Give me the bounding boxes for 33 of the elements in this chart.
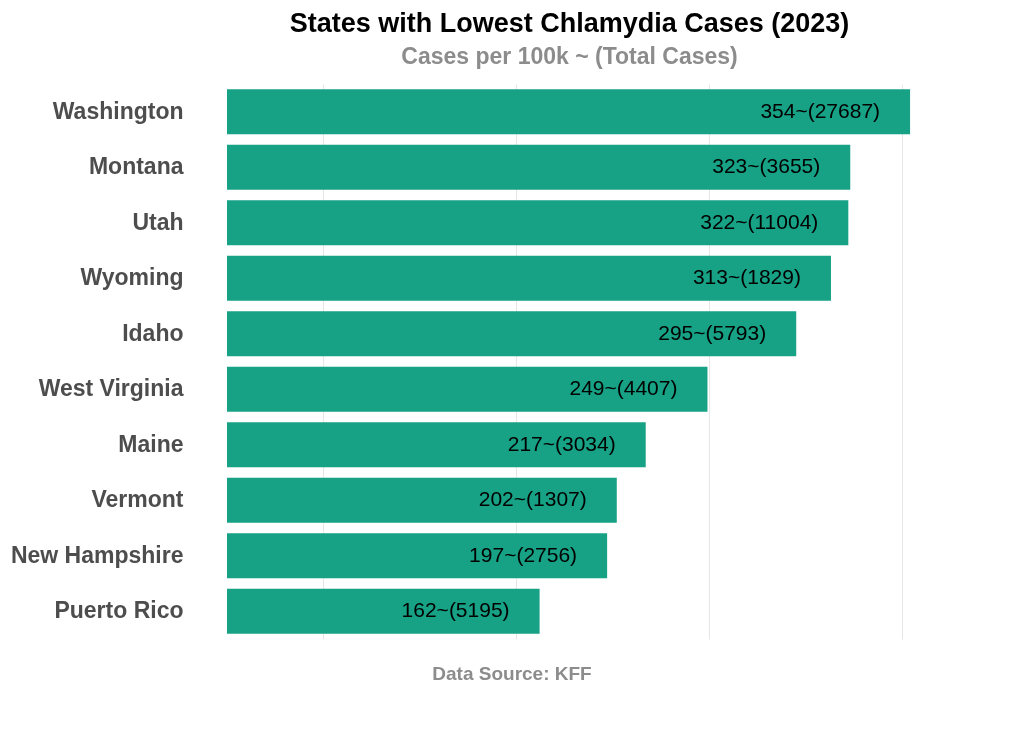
y-tick-label: Vermont [91, 486, 184, 513]
y-tick-label: New Hampshire [10, 541, 184, 568]
data-label: 354~(27687) [760, 98, 881, 122]
y-tick-label: Wyoming [80, 264, 184, 291]
data-label: 217~(3034) [507, 431, 616, 455]
bar [227, 200, 849, 246]
bar [227, 144, 851, 190]
data-label: 249~(4407) [569, 376, 678, 400]
data-label: 295~(5793) [658, 320, 767, 344]
data-label: 162~(5195) [401, 598, 510, 622]
data-label: 323~(3655) [712, 154, 821, 178]
bar [227, 477, 617, 523]
data-label: 202~(1307) [478, 487, 587, 511]
source-note: Data Source: KFF [431, 663, 593, 685]
y-tick-label: Puerto Rico [54, 597, 184, 624]
bar [227, 311, 797, 357]
y-tick-label: Idaho [122, 319, 184, 346]
data-label: 197~(2756) [469, 542, 578, 566]
bar [227, 89, 911, 135]
y-tick-label: West Virginia [38, 375, 184, 402]
y-tick-label: Maine [118, 430, 184, 457]
bar [227, 422, 646, 468]
y-tick-label: Washington [52, 97, 184, 124]
bar [227, 588, 540, 634]
chart-subtitle: Cases per 100k ~ (Total Cases) [401, 43, 738, 69]
bar [227, 255, 831, 301]
y-tick-label: Utah [132, 208, 184, 235]
chart-title: States with Lowest Chlamydia Cases (2023) [289, 8, 850, 38]
y-tick-label: Montana [88, 153, 184, 180]
bar [227, 366, 708, 412]
data-label: 313~(1829) [692, 265, 801, 289]
data-label: 322~(11004) [700, 209, 819, 233]
bar [227, 533, 608, 579]
